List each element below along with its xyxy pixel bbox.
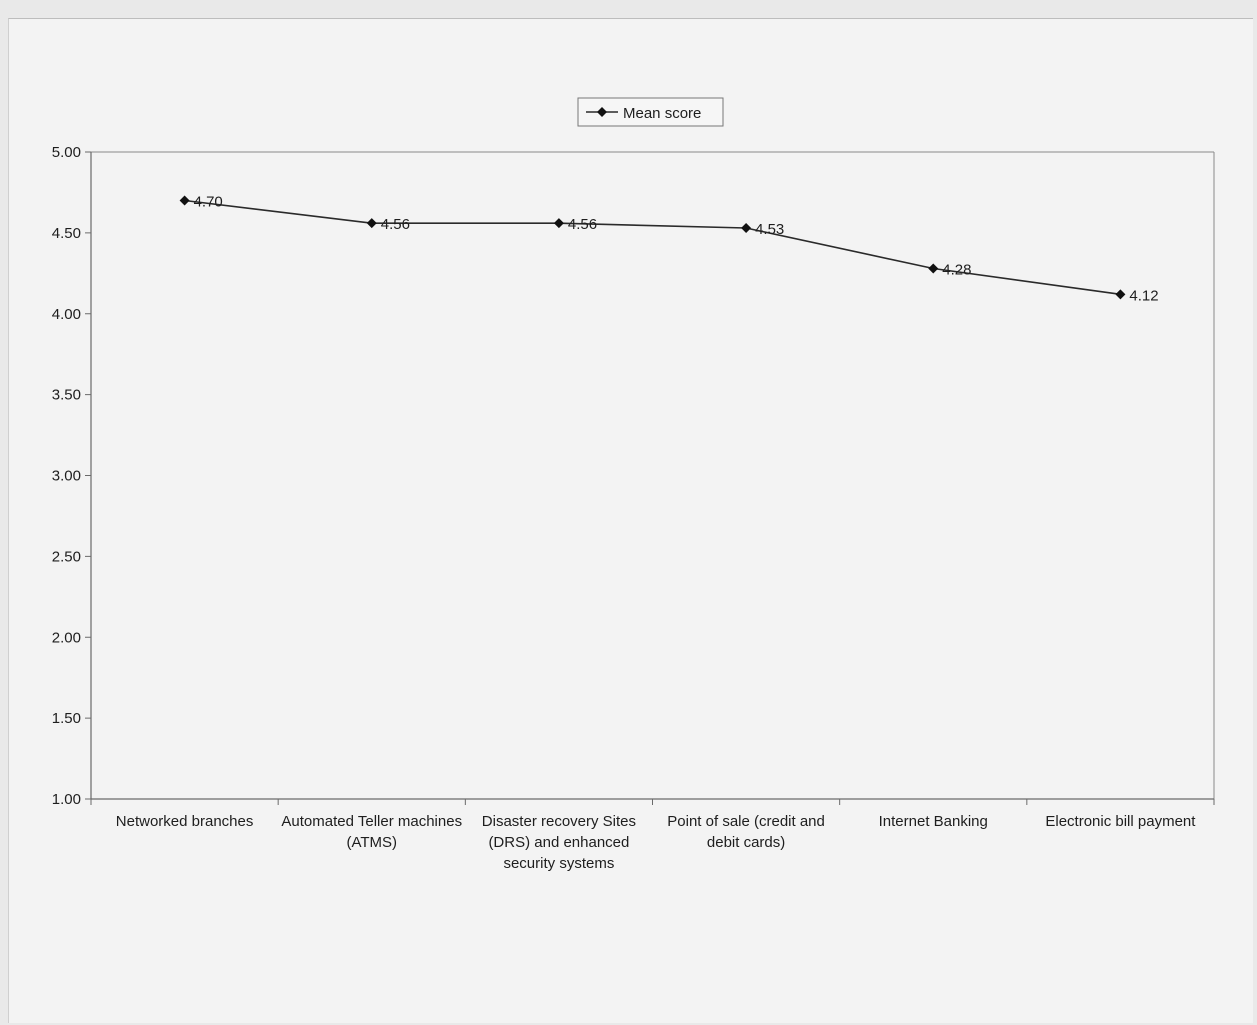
y-tick-label: 1.50	[52, 710, 81, 727]
x-tick-label: Point of sale (credit and debit cards)	[667, 813, 825, 851]
legend-label: Mean score	[623, 105, 701, 122]
y-tick-label: 3.50	[52, 387, 81, 404]
line-chart: Mean score 5.00 4.50 4.00 3.50 3.00 2.50 2.00 1…	[52, 97, 1215, 808]
legend-marker-icon	[597, 107, 607, 117]
data-label: 4.56	[568, 216, 597, 233]
x-tick-label: Electronic bill payment	[1045, 813, 1196, 830]
plot-area: 5.00 4.50 4.00 3.50 3.00 2.50 2.00 1.50 1.00 4.70…	[52, 144, 1215, 808]
data-point-marker	[366, 218, 377, 229]
data-label: 4.12	[1129, 287, 1158, 304]
y-tick-label: 4.00	[52, 306, 81, 323]
x-tick-label: Networked branches	[115, 813, 254, 830]
x-tick-label: Automated Teller machines (ATMS)	[281, 813, 463, 851]
data-point-marker	[928, 263, 939, 274]
legend: Mean score	[577, 97, 724, 127]
x-tick-label: Internet Banking	[878, 813, 988, 830]
data-point-marker	[1115, 289, 1126, 300]
data-label: 4.70	[194, 194, 223, 211]
x-tick-label: Disaster recovery Sites (DRS) and enhanc…	[481, 813, 637, 872]
data-label: 4.28	[942, 261, 971, 278]
data-point-marker	[741, 223, 752, 234]
chart-frame: Mean score 5.00 4.50 4.00 3.50 3.00 2.50 2.00 1…	[8, 18, 1253, 1023]
y-tick-label: 5.00	[52, 144, 81, 161]
data-point-marker	[553, 218, 564, 229]
data-point-marker	[179, 195, 190, 206]
y-tick-label: 3.00	[52, 468, 81, 485]
data-label: 4.56	[381, 216, 410, 233]
y-tick-label: 4.50	[52, 225, 81, 242]
series-line-mean-score	[184, 199, 1121, 296]
y-tick-label: 2.50	[52, 548, 81, 565]
y-tick-label: 2.00	[52, 629, 81, 646]
y-tick-label: 1.00	[52, 791, 81, 808]
data-label: 4.53	[755, 221, 784, 238]
